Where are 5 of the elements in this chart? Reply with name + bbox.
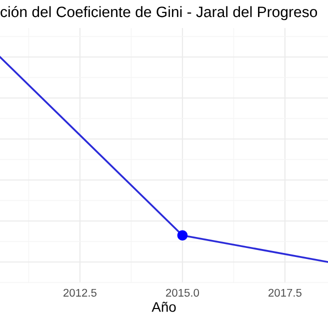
x-tick-label: 2015.0 <box>166 288 200 297</box>
x-tick-label: 2012.5 <box>64 288 96 297</box>
x-axis-title: Año <box>152 302 176 312</box>
chart-title: ción del Coeficiente de Gini - Jaral del Progreso <box>0 6 318 20</box>
x-tick-label: 2017.5 <box>268 288 302 297</box>
